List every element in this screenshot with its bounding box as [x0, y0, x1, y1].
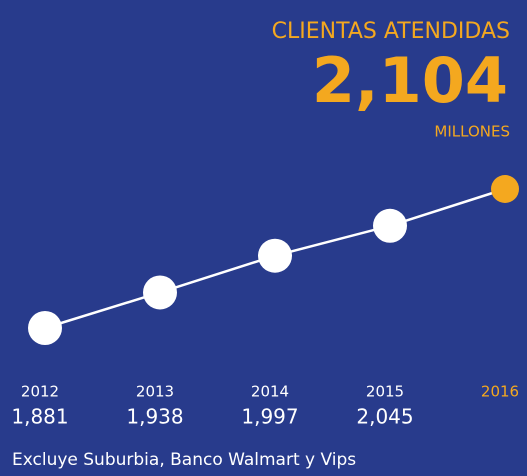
point — [28, 311, 62, 345]
value-label: 1,938 — [126, 405, 183, 429]
headline-value: 2,104 — [312, 44, 508, 117]
x-tick-label: 2012 — [21, 383, 59, 401]
x-tick-label: 2013 — [136, 383, 174, 401]
value-label: 1,881 — [11, 405, 68, 429]
chart-title: CLIENTAS ATENDIDAS — [272, 19, 510, 44]
value-label: 2,045 — [356, 405, 413, 429]
value-label: 1,997 — [241, 405, 298, 429]
x-tick-label: 2014 — [251, 383, 289, 401]
x-tick-label: 2015 — [366, 383, 404, 401]
point — [143, 275, 177, 310]
point — [373, 208, 407, 243]
footnote: Excluye Suburbia, Banco Walmart y Vips — [12, 450, 356, 470]
unit-label: MILLONES — [434, 123, 510, 141]
point — [491, 175, 519, 203]
point — [258, 238, 292, 273]
x-tick-label: 2016 — [481, 383, 519, 401]
